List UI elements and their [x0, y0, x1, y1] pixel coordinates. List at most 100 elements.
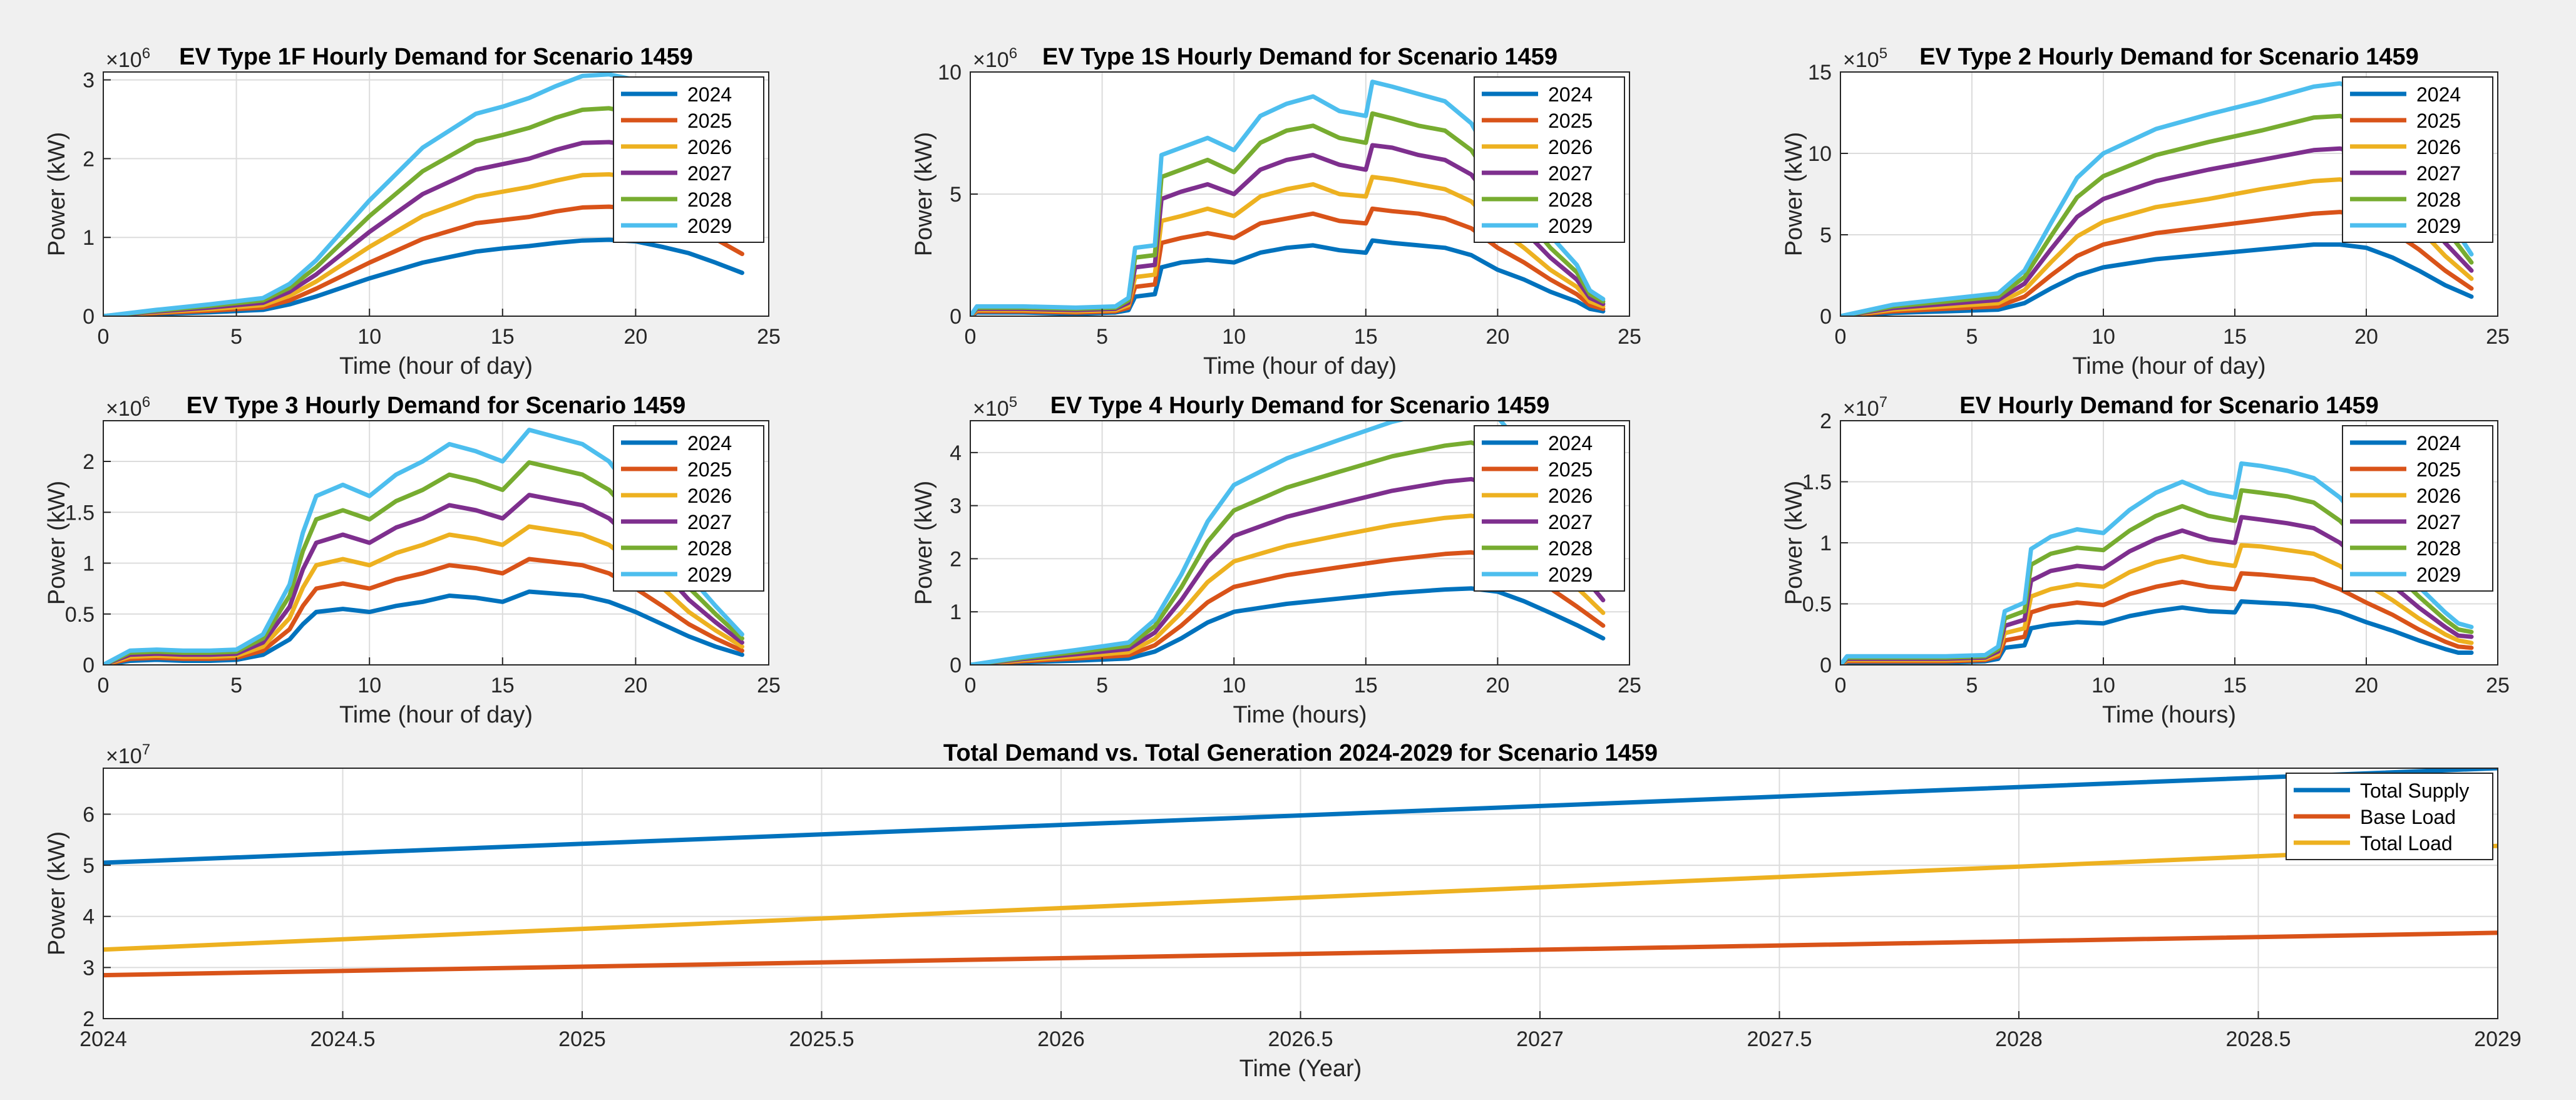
series-line-total-load [103, 843, 2498, 952]
x-tick-label: 10 [357, 674, 381, 697]
x-tick-label: 0 [98, 325, 110, 349]
exponent-value: 6 [142, 394, 150, 411]
x-tick-label: 20 [2354, 325, 2378, 349]
legend-entry: 2029 [2416, 215, 2461, 237]
y-tick-label: 0 [1820, 654, 1832, 677]
legend-box [1474, 76, 1625, 243]
y-axis-label: Power (kW) [911, 481, 937, 605]
legend-entry: 2028 [2416, 537, 2461, 560]
y-tick-label: 3 [950, 495, 962, 518]
y-tick-label: 6 [83, 803, 95, 826]
y-tick-label: 1 [950, 600, 962, 624]
x-tick-label: 20 [1486, 674, 1509, 697]
x-tick-label: 2027 [1516, 1027, 1564, 1051]
x-tick-label: 5 [230, 325, 242, 349]
exponent-value: 7 [142, 741, 150, 758]
x-tick-label: 10 [2091, 325, 2115, 349]
x-tick-label: 2026.5 [1268, 1027, 1333, 1051]
x-tick-label: 25 [757, 325, 781, 349]
legend-box [2342, 425, 2493, 592]
exponent-value: 5 [1009, 394, 1017, 411]
legend-box [2342, 76, 2493, 243]
x-tick-label: 10 [357, 325, 381, 349]
legend-entry: 2026 [2416, 136, 2461, 158]
x-tick-label: 15 [1354, 325, 1378, 349]
legend-entry: 2025 [2416, 110, 2461, 132]
series-group [103, 768, 2498, 978]
axes-box [970, 420, 1630, 666]
y-tick-label: 3 [83, 69, 95, 93]
chart-title: EV Type 1F Hourly Demand for Scenario 14… [179, 44, 693, 70]
y-tick-label: 10 [938, 61, 962, 85]
legend-entry: 2027 [687, 162, 732, 185]
series-line-total-supply [103, 768, 2498, 865]
legend: Total Supply Base Load Total Load [2286, 773, 2493, 860]
legend-entry: 2025 [687, 110, 732, 132]
y-tick-label: 0.5 [1802, 593, 1832, 617]
legend-box [1474, 425, 1625, 592]
axis-exponent-label: ×105 [973, 394, 1017, 421]
axis-exponent-label: ×106 [973, 45, 1017, 72]
y-tick-label: 4 [950, 441, 962, 465]
legend-entry: 2024 [2416, 432, 2461, 455]
series-line-2024 [970, 586, 1606, 665]
exponent-value: 6 [142, 45, 150, 62]
exponent-base: ×10 [106, 744, 142, 768]
exponent-base: ×10 [106, 48, 142, 72]
y-tick-label: 0 [83, 654, 95, 677]
x-tick-label: 15 [1354, 674, 1378, 697]
legend-entry: 2025 [2416, 458, 2461, 481]
legend-entry: 2025 [1548, 110, 1593, 132]
legend-entry: 2027 [2416, 511, 2461, 533]
x-tick-label: 20 [2354, 674, 2378, 697]
x-tick-label: 10 [1222, 325, 1246, 349]
y-tick-label: 1.5 [1802, 471, 1832, 495]
x-tick-label: 25 [1618, 325, 1641, 349]
y-tick-label: 2 [950, 547, 962, 571]
legend-entry: 2025 [1548, 458, 1593, 481]
x-tick-label: 15 [491, 674, 515, 697]
x-tick-label: 25 [757, 674, 781, 697]
legend-entry: 2024 [2416, 83, 2461, 106]
legend-entry: 2027 [687, 511, 732, 533]
legend-entry: 2028 [2416, 188, 2461, 211]
legend: 2024 2025 2026 2027 2028 2029 [1474, 76, 1625, 243]
x-axis-label: Time (hour of day) [1203, 353, 1397, 379]
legend-entry: 2027 [1548, 162, 1593, 185]
legend-entry: 2026 [687, 485, 732, 507]
x-tick-label: 2028.5 [2226, 1027, 2291, 1051]
legend-entry: 2024 [687, 83, 732, 106]
x-tick-label: 20 [623, 325, 647, 349]
exponent-base: ×10 [1843, 397, 1879, 421]
y-axis-label: Power (kW) [911, 132, 937, 256]
y-tick-label: 0 [950, 305, 962, 329]
y-axis-label: Power (kW) [44, 831, 70, 955]
chart-title: EV Type 2 Hourly Demand for Scenario 145… [1919, 44, 2419, 70]
x-tick-label: 2029 [2474, 1027, 2522, 1051]
exponent-value: 6 [1009, 45, 1017, 62]
x-tick-label: 0 [965, 325, 977, 349]
x-tick-label: 0 [965, 674, 977, 697]
x-axis-label: Time (hours) [2102, 702, 2236, 728]
legend-entry: 2029 [687, 563, 732, 586]
legend-entry: 2026 [1548, 485, 1593, 507]
y-tick-label: 0 [950, 654, 962, 677]
y-axis-label: Power (kW) [44, 481, 70, 605]
legend: 2024 2025 2026 2027 2028 2029 [1474, 425, 1625, 592]
exponent-base: ×10 [1843, 48, 1879, 72]
x-tick-label: 2024 [80, 1027, 127, 1051]
legend-entry: 2027 [2416, 162, 2461, 185]
y-tick-label: 1.5 [65, 501, 95, 525]
x-tick-label: 2025.5 [789, 1027, 854, 1051]
y-tick-label: 5 [1820, 224, 1832, 247]
y-tick-label: 1 [83, 226, 95, 250]
y-axis-label: Power (kW) [1781, 132, 1807, 256]
legend-entry: 2029 [1548, 215, 1593, 237]
legend-entry: 2028 [1548, 537, 1593, 560]
axis-exponent-label: ×107 [1843, 394, 1887, 421]
